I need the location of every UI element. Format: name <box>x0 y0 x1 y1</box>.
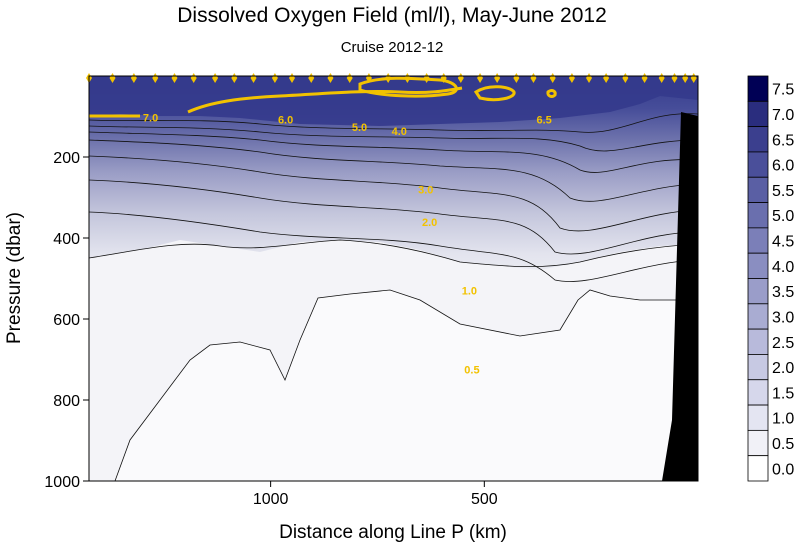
y-tick-label: 400 <box>53 231 80 248</box>
colorbar-swatch <box>747 75 769 102</box>
contour-7-line <box>89 86 463 118</box>
colorbar-label: 0.0 <box>772 461 794 478</box>
colorbar-label: 4.5 <box>772 234 794 251</box>
colorbar-label: 1.0 <box>772 411 794 428</box>
chart-title: Dissolved Oxygen Field (ml/l), May-June … <box>177 4 607 27</box>
y-tick-label: 200 <box>53 150 80 167</box>
colorbar-label: 4.0 <box>772 259 794 276</box>
plot-area <box>89 76 698 481</box>
contour-line <box>89 155 698 232</box>
colorbar-label: 5.5 <box>772 183 794 200</box>
contour-label: 6.0 <box>278 115 293 127</box>
contour-line <box>114 289 698 481</box>
colorbar-swatch <box>747 379 769 406</box>
plot-frame <box>88 75 699 482</box>
colorbar-swatch <box>747 404 769 431</box>
y-axis-label: Pressure (dbar) <box>4 212 25 344</box>
seafloor-mask <box>662 112 698 481</box>
colorbar-swatch <box>747 354 769 381</box>
colorbar-swatch <box>747 227 769 254</box>
contour-label: 3.0 <box>418 184 433 196</box>
colorbar-swatch <box>747 455 769 482</box>
colorbar-label: 2.0 <box>772 360 794 377</box>
colorbar-label: 1.5 <box>772 385 794 402</box>
y-tick-label: 1000 <box>44 474 80 491</box>
chart-subtitle: Cruise 2012-12 <box>341 39 444 56</box>
contour-line <box>89 211 698 282</box>
colorbar-label: 5.0 <box>772 208 794 225</box>
colorbar-swatch <box>747 202 769 229</box>
highlighted-contours <box>89 76 557 118</box>
colorbar-swatch <box>747 151 769 178</box>
colorbar: 7.5 7.0 6.5 6.0 5.5 5.0 4.5 4.0 3.5 3.0 2.5 2.0 1.5 1… <box>747 75 794 482</box>
contour-label: 6.5 <box>536 115 551 127</box>
colorbar-label: 6.0 <box>772 158 794 175</box>
x-axis: 1000 500 <box>253 481 498 508</box>
colorbar-label: 3.5 <box>772 284 794 301</box>
contour-7-loop <box>546 89 557 98</box>
colorbar-swatch <box>747 100 769 128</box>
contour-line <box>89 179 698 255</box>
colorbar-label: 7.0 <box>772 107 794 124</box>
contour-line <box>89 125 698 152</box>
surface-oxygen-band <box>89 76 698 126</box>
colorbar-swatch <box>747 176 769 203</box>
contour-line <box>89 113 698 133</box>
y-axis: 200 400 600 800 1000 <box>44 150 89 491</box>
contour-label: 1.0 <box>462 286 477 298</box>
contour-label: 4.0 <box>392 126 407 138</box>
colorbar-swatch <box>747 278 769 305</box>
colorbar-swatch <box>747 126 769 153</box>
oxygen-minimum-zone <box>115 290 698 481</box>
x-axis-label: Distance along Line P (km) <box>279 522 507 543</box>
y-tick-label: 600 <box>53 312 80 329</box>
contour-label: 7.0 <box>143 113 158 125</box>
contour-lines <box>89 113 698 481</box>
contour-labels: 7.0 6.0 5.0 4.0 6.5 3.0 2.0 1.0 0.5 <box>143 113 552 377</box>
colorbar-label: 3.0 <box>772 309 794 326</box>
contour-label: 0.5 <box>464 365 479 377</box>
colorbar-swatch <box>747 328 769 355</box>
x-tick-label: 500 <box>471 491 498 508</box>
y-tick-label: 800 <box>53 393 80 410</box>
contour-7-loop <box>358 76 458 98</box>
colorbar-label: 0.5 <box>772 436 794 453</box>
colorbar-swatch <box>747 429 769 457</box>
colorbar-label: 6.5 <box>772 132 794 149</box>
colorbar-swatch <box>747 303 769 330</box>
colorbar-label: 2.5 <box>772 335 794 352</box>
x-tick-label: 1000 <box>253 491 289 508</box>
contour-line <box>89 239 698 268</box>
contour-line <box>89 131 698 173</box>
colorbar-label: 7.5 <box>772 82 794 99</box>
contour-label: 2.0 <box>422 217 437 229</box>
contour-label: 5.0 <box>352 122 367 134</box>
contour-line <box>89 139 698 202</box>
colorbar-swatch <box>747 252 769 279</box>
contour-7-loop <box>473 85 516 102</box>
